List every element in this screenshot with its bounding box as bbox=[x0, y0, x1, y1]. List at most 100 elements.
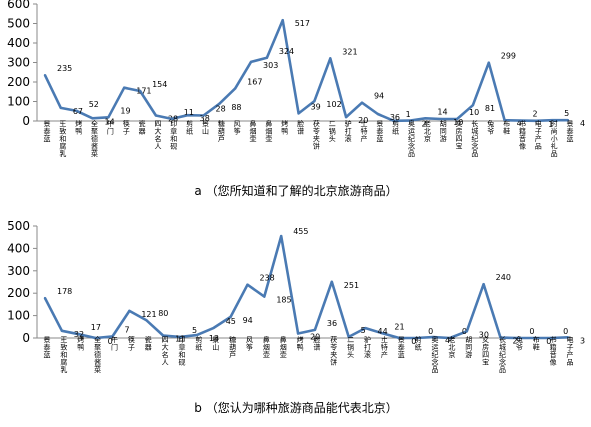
data-label: 10 bbox=[453, 118, 463, 127]
data-label: 1 bbox=[548, 120, 553, 129]
x-category-label: 风筝 bbox=[234, 120, 241, 136]
data-point bbox=[503, 119, 506, 122]
data-point bbox=[471, 104, 475, 107]
x-category-label: 景山 bbox=[202, 120, 209, 136]
y-tick-label: 100 bbox=[7, 95, 30, 109]
x-category-label: 糖葫芦 bbox=[218, 119, 225, 143]
data-point bbox=[516, 336, 519, 340]
data-label: 21 bbox=[394, 322, 404, 331]
x-category-label: 脸谱 bbox=[297, 119, 304, 136]
data-label: 36 bbox=[390, 113, 400, 122]
data-label: 0 bbox=[546, 337, 551, 346]
data-point bbox=[566, 119, 570, 122]
data-point bbox=[91, 117, 94, 120]
y-tick-label: 600 bbox=[7, 0, 30, 11]
data-label: 11 bbox=[184, 108, 194, 117]
x-category-label: 景泰蓝 bbox=[398, 336, 405, 359]
data-point bbox=[43, 73, 47, 77]
x-category-label: 景泰蓝 bbox=[376, 120, 383, 143]
data-point bbox=[43, 296, 47, 300]
data-label: 10 bbox=[469, 108, 479, 117]
data-point bbox=[519, 119, 522, 122]
x-category-label: 奥运纪念品 bbox=[432, 335, 439, 374]
x-category-label: 烤鸭 bbox=[281, 119, 288, 136]
data-label: 52 bbox=[89, 100, 99, 109]
data-label: 5 bbox=[192, 326, 197, 335]
data-point bbox=[329, 57, 332, 60]
data-point bbox=[170, 117, 173, 121]
x-category-label: 午门 bbox=[107, 119, 114, 136]
data-label: 324 bbox=[279, 47, 294, 56]
x-category-label: 文房四宝 bbox=[482, 335, 489, 367]
y-tick-label: 200 bbox=[7, 75, 30, 89]
x-category-label: 四大名人 bbox=[154, 120, 161, 151]
data-label: 80 bbox=[158, 309, 168, 318]
data-label: 0 bbox=[462, 327, 467, 336]
data-label: 14 bbox=[437, 107, 447, 116]
data-point bbox=[364, 326, 367, 330]
data-point bbox=[330, 280, 334, 283]
x-category-label: 全聚德酱菜 bbox=[91, 119, 98, 158]
x-category-label: 王致和腐乳 bbox=[59, 120, 66, 158]
data-point bbox=[212, 326, 215, 330]
x-category-label: 书籍音像 bbox=[550, 335, 557, 367]
y-tick-label: 500 bbox=[7, 17, 30, 31]
data-point bbox=[549, 336, 553, 340]
x-category-label: 布鞋 bbox=[533, 335, 540, 352]
x-category-label: 兔爷 bbox=[487, 119, 494, 136]
data-point bbox=[94, 336, 97, 340]
data-label: 39 bbox=[311, 102, 321, 111]
data-point bbox=[128, 309, 131, 313]
data-point bbox=[455, 117, 459, 121]
x-category-label: 土特产 bbox=[381, 335, 388, 359]
data-label: 94 bbox=[374, 92, 384, 101]
data-label: 1 bbox=[406, 110, 411, 119]
x-category-label: 景泰蓝 bbox=[44, 336, 51, 359]
data-point bbox=[550, 119, 554, 122]
x-category-label: 筷子 bbox=[128, 335, 135, 352]
data-label: 11 bbox=[175, 335, 185, 344]
data-label: 13 bbox=[209, 334, 219, 343]
data-point bbox=[376, 112, 380, 116]
data-point bbox=[281, 18, 284, 22]
data-point bbox=[431, 335, 435, 339]
data-label: 0 bbox=[529, 327, 534, 336]
data-point bbox=[107, 116, 110, 119]
data-label: 45 bbox=[226, 317, 236, 326]
data-label: 38 bbox=[200, 114, 210, 123]
data-label: 7 bbox=[124, 325, 129, 334]
x-category-label: 印章和砚 bbox=[178, 336, 185, 367]
data-point bbox=[77, 332, 80, 336]
x-category-label: 文房四宝 bbox=[456, 119, 463, 151]
data-label: 185 bbox=[276, 296, 291, 305]
y-tick-label: 300 bbox=[7, 56, 30, 70]
data-point bbox=[123, 86, 126, 89]
data-label: 94 bbox=[243, 316, 253, 325]
x-category-label: 二锅头 bbox=[329, 120, 336, 143]
x-category-label: 剪纸 bbox=[415, 335, 422, 352]
data-label: 4 bbox=[445, 336, 450, 345]
data-point bbox=[381, 332, 384, 335]
x-category-label: 剪纸 bbox=[195, 335, 202, 352]
data-point bbox=[344, 115, 348, 119]
x-category-label: 景山 bbox=[212, 336, 219, 352]
data-label: 3 bbox=[580, 336, 585, 345]
x-category-label: 电子产品 bbox=[535, 119, 542, 151]
x-category-label: 景泰蓝 bbox=[44, 120, 51, 143]
data-point bbox=[499, 336, 502, 339]
x-category-label: 老北京 bbox=[448, 335, 455, 359]
data-point bbox=[482, 283, 485, 286]
y-tick-label: 200 bbox=[7, 286, 30, 300]
x-category-label: 电子产品 bbox=[567, 335, 574, 367]
data-label: 102 bbox=[326, 100, 341, 109]
data-point bbox=[265, 56, 269, 60]
data-label: 517 bbox=[295, 19, 310, 28]
y-tick-label: 0 bbox=[22, 331, 30, 345]
data-label: 44 bbox=[378, 327, 388, 336]
x-category-label: 驴打滚 bbox=[364, 335, 371, 359]
data-point bbox=[75, 109, 78, 113]
data-point bbox=[138, 89, 142, 93]
data-label: 20 bbox=[310, 333, 320, 342]
data-label: 178 bbox=[57, 287, 72, 296]
